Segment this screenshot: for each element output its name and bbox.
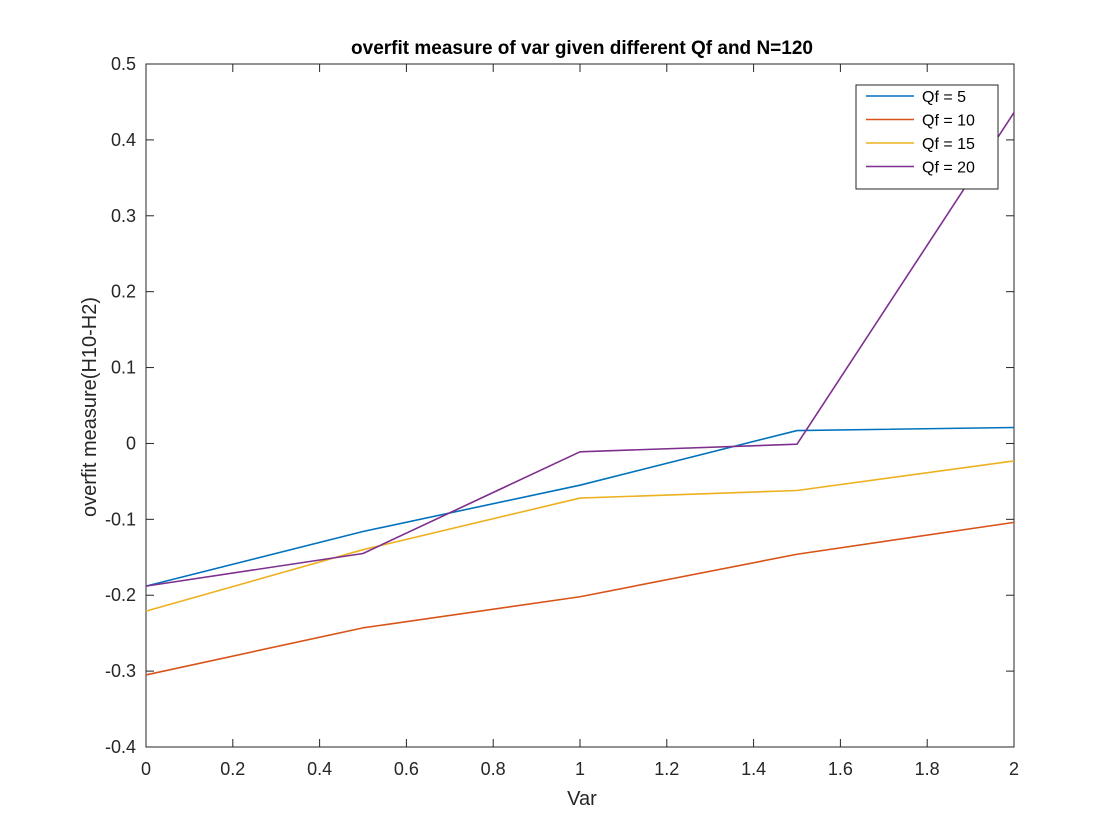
y-tick-label: 0.3 [111,206,136,226]
y-tick-label: 0.4 [111,130,136,150]
y-tick-label: -0.2 [105,585,136,605]
x-tick-label: 0.8 [481,759,506,779]
x-tick-labels: 0 0.2 0.4 0.6 0.8 1 1.2 1.4 1.6 1.8 2 [141,759,1019,779]
legend-label-3: Qf = 15 [922,136,975,153]
y-tick-label: -0.4 [105,737,136,757]
series-line-3 [145,460,1015,612]
x-tick-label: 1.6 [828,759,853,779]
x-tick-label: 2 [1009,759,1019,779]
series-line-1 [145,426,1015,587]
series-lines [145,112,1015,676]
x-axis-label: Var [567,788,597,810]
y-tick-label: 0.5 [111,54,136,74]
chart-title: overfit measure of var given different Q… [351,38,813,59]
legend: Qf = 5 Qf = 10 Qf = 15 Qf = 20 [855,84,999,190]
x-tick-label: 1.8 [915,759,940,779]
axis-ticks [145,63,1015,748]
y-tick-label: 0.1 [111,358,136,378]
y-tick-label: 0 [126,433,136,453]
series-line-2 [145,521,1015,676]
y-axis-label: overfit measure(H10-H2) [79,297,101,517]
x-tick-label: 0.4 [307,759,332,779]
y-tick-label: -0.3 [105,661,136,681]
y-tick-label: -0.1 [105,509,136,529]
legend-box [855,84,999,190]
x-tick-label: 1.4 [741,759,766,779]
y-tick-label: 0.2 [111,282,136,302]
x-tick-label: 1 [575,759,585,779]
x-tick-label: 0.2 [220,759,245,779]
x-tick-label: 1.2 [654,759,679,779]
series-line-4 [145,112,1015,587]
x-tick-label: 0 [141,759,151,779]
legend-label-2: Qf = 10 [922,113,975,130]
x-tick-label: 0.6 [394,759,419,779]
y-tick-labels: -0.4 -0.3 -0.2 -0.1 0 0.1 0.2 0.3 0.4 0.5 [105,54,136,757]
legend-label-4: Qf = 20 [922,160,975,177]
legend-label-1: Qf = 5 [922,89,966,106]
